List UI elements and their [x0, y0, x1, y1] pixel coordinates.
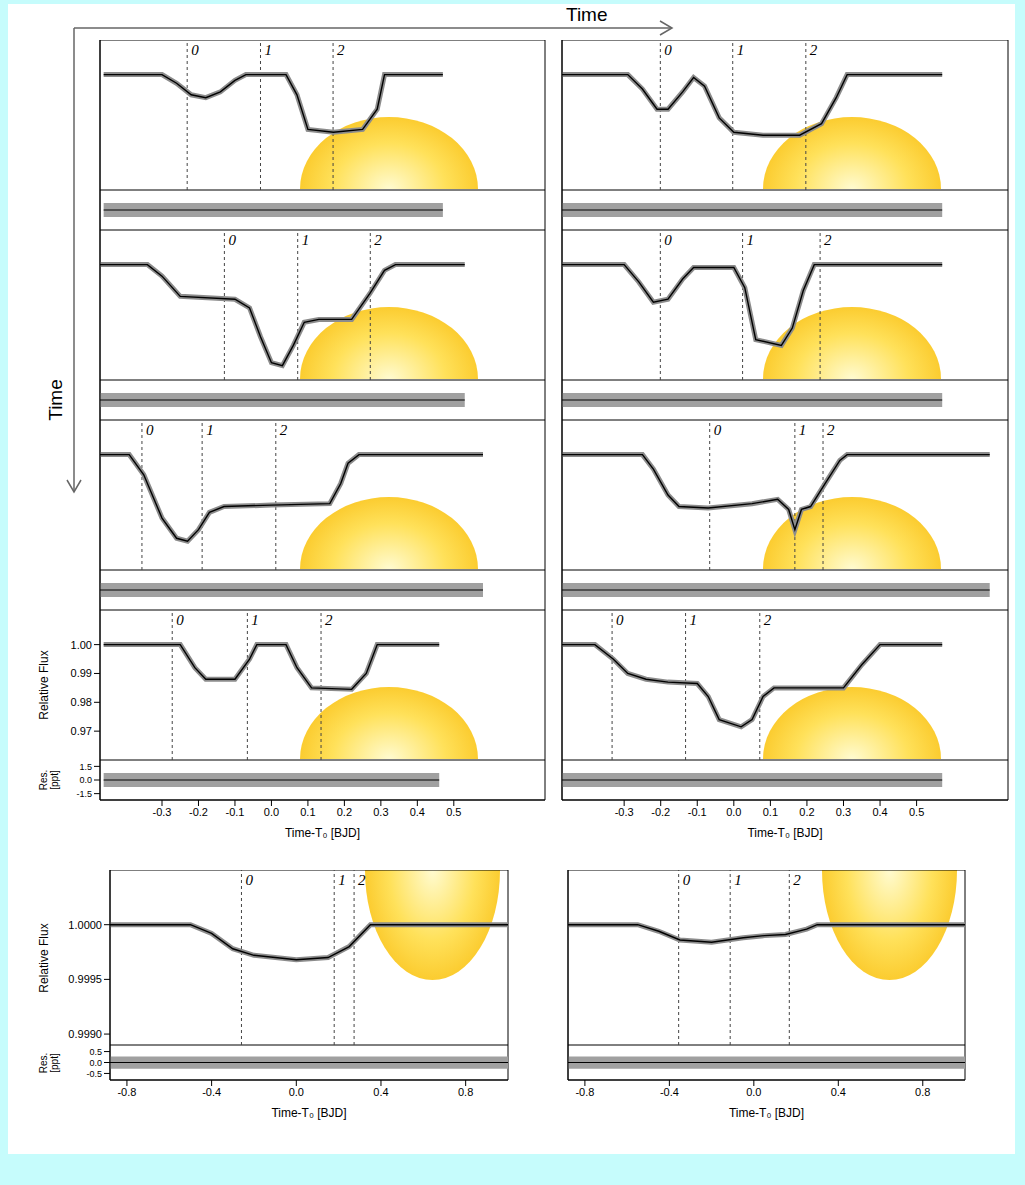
svg-text:0.4: 0.4 — [373, 1086, 388, 1098]
svg-text:1.5: 1.5 — [79, 762, 92, 772]
svg-text:0: 0 — [146, 422, 154, 438]
svg-text:-0.8: -0.8 — [575, 1086, 594, 1098]
svg-text:-0.3: -0.3 — [615, 806, 634, 818]
svg-text:1: 1 — [338, 872, 346, 888]
html-text:Time-T₀ [BJD]: Time-T₀ [BJD] — [271, 1106, 347, 1120]
svg-text:2: 2 — [337, 42, 345, 58]
svg-text:1: 1 — [737, 42, 745, 58]
svg-text:0: 0 — [616, 612, 624, 628]
svg-text:0.0: 0.0 — [79, 775, 92, 785]
svg-text:0: 0 — [683, 872, 691, 888]
svg-text:1: 1 — [747, 232, 755, 248]
svg-text:2: 2 — [358, 872, 366, 888]
svg-text:1: 1 — [264, 42, 272, 58]
svg-text:0: 0 — [228, 232, 236, 248]
svg-text:0.0: 0.0 — [726, 806, 741, 818]
svg-text:0.0: 0.0 — [264, 806, 279, 818]
svg-text:0.1: 0.1 — [763, 806, 778, 818]
svg-text:0.98: 0.98 — [71, 696, 92, 708]
svg-text:1: 1 — [734, 872, 742, 888]
svg-text:0.5: 0.5 — [89, 1047, 102, 1057]
svg-text:0.99: 0.99 — [71, 667, 92, 679]
html-text:Time: Time — [45, 379, 66, 421]
svg-text:-0.4: -0.4 — [660, 1086, 679, 1098]
svg-text:0: 0 — [664, 42, 672, 58]
html-text:Time-T₀ [BJD]: Time-T₀ [BJD] — [284, 826, 361, 840]
svg-text:1.00: 1.00 — [71, 639, 92, 651]
svg-text:0.5: 0.5 — [909, 806, 924, 818]
svg-text:2: 2 — [280, 422, 288, 438]
svg-text:0.4: 0.4 — [410, 806, 425, 818]
svg-text:0: 0 — [245, 872, 253, 888]
svg-text:0.9990: 0.9990 — [68, 1028, 102, 1040]
svg-text:2: 2 — [374, 232, 382, 248]
html-text:Time-T₀ [BJD]: Time-T₀ [BJD] — [728, 1106, 805, 1120]
svg-text:0.97: 0.97 — [71, 725, 92, 737]
html-text:Relative Flux: Relative Flux — [37, 922, 51, 993]
html-text:Time: Time — [566, 4, 608, 25]
svg-text:0.3: 0.3 — [373, 806, 388, 818]
html-text:[ppt]: [ppt] — [49, 1052, 60, 1073]
svg-text:-0.1: -0.1 — [688, 806, 707, 818]
svg-text:0.0: 0.0 — [746, 1086, 761, 1098]
svg-text:2: 2 — [764, 612, 772, 628]
svg-text:2: 2 — [810, 42, 818, 58]
svg-text:1: 1 — [206, 422, 214, 438]
svg-text:0.4: 0.4 — [831, 1086, 846, 1098]
svg-text:-0.2: -0.2 — [189, 806, 208, 818]
svg-text:-1.5: -1.5 — [76, 789, 92, 799]
html-text:Res.: Res. — [38, 1052, 49, 1073]
svg-text:-0.5: -0.5 — [86, 1069, 102, 1079]
svg-text:1.0000: 1.0000 — [68, 919, 102, 931]
svg-text:0.8: 0.8 — [915, 1086, 930, 1098]
svg-text:0.2: 0.2 — [799, 806, 814, 818]
svg-text:0.0: 0.0 — [289, 1086, 304, 1098]
html-text:Time-T₀ [BJD]: Time-T₀ [BJD] — [747, 826, 823, 840]
svg-text:1: 1 — [302, 232, 310, 248]
svg-text:0.2: 0.2 — [337, 806, 352, 818]
svg-text:0: 0 — [664, 232, 672, 248]
svg-text:2: 2 — [827, 422, 835, 438]
svg-text:2: 2 — [325, 612, 333, 628]
svg-text:-0.4: -0.4 — [202, 1086, 221, 1098]
svg-text:0.4: 0.4 — [872, 806, 887, 818]
svg-text:2: 2 — [824, 232, 832, 248]
html-text:Res.: Res. — [38, 769, 49, 791]
svg-text:1: 1 — [690, 612, 698, 628]
html-text:[ppt]: [ppt] — [49, 770, 60, 790]
svg-text:-0.3: -0.3 — [153, 806, 172, 818]
svg-text:-0.2: -0.2 — [651, 806, 670, 818]
svg-text:0.0: 0.0 — [89, 1058, 102, 1068]
html-text:Relative Flux: Relative Flux — [37, 650, 51, 720]
svg-text:0.9995: 0.9995 — [68, 973, 102, 985]
svg-text:0: 0 — [714, 422, 722, 438]
svg-text:-0.1: -0.1 — [225, 806, 244, 818]
svg-text:-0.8: -0.8 — [117, 1086, 136, 1098]
svg-text:0.3: 0.3 — [836, 806, 851, 818]
svg-text:0.5: 0.5 — [446, 806, 461, 818]
svg-text:2: 2 — [793, 872, 801, 888]
svg-text:1: 1 — [799, 422, 807, 438]
svg-text:0: 0 — [191, 42, 199, 58]
svg-text:0: 0 — [176, 612, 184, 628]
svg-text:0.8: 0.8 — [458, 1086, 473, 1098]
svg-text:1: 1 — [251, 612, 259, 628]
svg-text:0.1: 0.1 — [300, 806, 315, 818]
